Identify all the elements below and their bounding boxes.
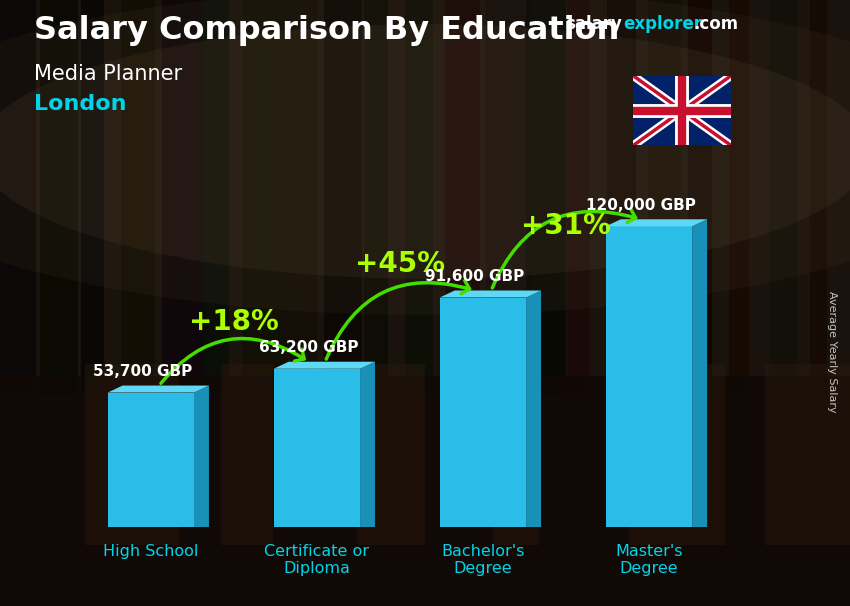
Bar bbox=[485, 0, 532, 394]
Bar bbox=[688, 0, 711, 394]
Bar bbox=[809, 0, 827, 394]
Bar bbox=[526, 0, 566, 394]
Bar bbox=[445, 0, 480, 394]
Bar bbox=[607, 0, 636, 394]
Bar bbox=[283, 0, 317, 394]
Text: Salary Comparison By Education: Salary Comparison By Education bbox=[34, 15, 620, 46]
Text: London: London bbox=[34, 94, 127, 114]
Bar bbox=[162, 0, 203, 394]
Bar bbox=[493, 364, 539, 545]
Bar bbox=[629, 364, 725, 545]
Bar bbox=[202, 0, 230, 394]
Bar bbox=[365, 0, 388, 394]
Bar bbox=[357, 364, 425, 545]
Bar bbox=[41, 0, 77, 394]
Polygon shape bbox=[606, 219, 707, 226]
Bar bbox=[243, 0, 284, 394]
Bar bbox=[122, 0, 155, 394]
Text: 120,000 GBP: 120,000 GBP bbox=[586, 198, 695, 213]
Text: +31%: +31% bbox=[521, 212, 611, 241]
Text: Average Yearly Salary: Average Yearly Salary bbox=[827, 291, 837, 412]
Polygon shape bbox=[692, 219, 707, 527]
Bar bbox=[405, 0, 433, 394]
Polygon shape bbox=[439, 290, 541, 298]
Polygon shape bbox=[274, 362, 375, 368]
Text: 91,600 GBP: 91,600 GBP bbox=[425, 269, 524, 284]
Ellipse shape bbox=[0, 0, 850, 315]
Bar bbox=[81, 0, 105, 394]
Bar bbox=[0, 0, 36, 394]
Bar bbox=[765, 364, 850, 545]
Bar bbox=[769, 0, 797, 394]
Text: +18%: +18% bbox=[189, 308, 279, 336]
Bar bbox=[324, 0, 362, 394]
Bar bbox=[728, 0, 749, 394]
Text: salary: salary bbox=[565, 15, 622, 33]
Bar bbox=[606, 226, 692, 527]
Text: 63,200 GBP: 63,200 GBP bbox=[258, 341, 359, 356]
Bar bbox=[221, 364, 273, 545]
Text: .com: .com bbox=[694, 15, 739, 33]
Bar bbox=[85, 364, 178, 545]
Text: explorer: explorer bbox=[623, 15, 702, 33]
Ellipse shape bbox=[0, 24, 850, 279]
Polygon shape bbox=[108, 385, 209, 393]
Polygon shape bbox=[360, 362, 375, 527]
Bar bbox=[567, 0, 590, 394]
Text: +45%: +45% bbox=[355, 250, 445, 278]
Bar bbox=[648, 0, 682, 394]
Polygon shape bbox=[194, 385, 209, 527]
Text: 53,700 GBP: 53,700 GBP bbox=[93, 364, 192, 379]
Polygon shape bbox=[526, 290, 541, 527]
Bar bbox=[439, 298, 526, 527]
Bar bbox=[0, 376, 850, 606]
Text: Media Planner: Media Planner bbox=[34, 64, 182, 84]
Bar bbox=[108, 393, 194, 527]
Bar bbox=[274, 368, 360, 527]
